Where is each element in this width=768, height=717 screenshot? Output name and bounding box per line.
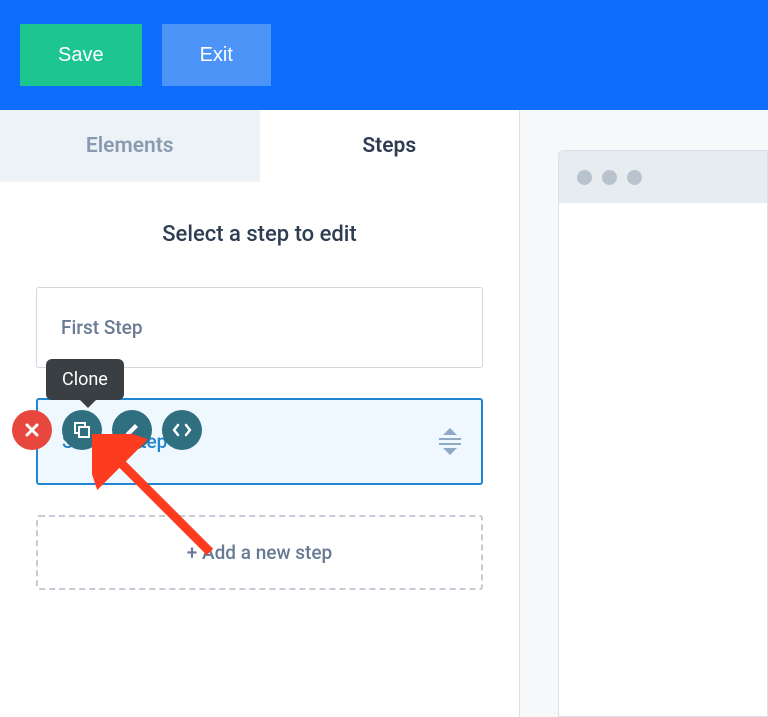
step-action-row bbox=[12, 410, 202, 450]
tab-elements[interactable]: Elements bbox=[0, 110, 260, 182]
drag-handle-icon[interactable] bbox=[439, 428, 461, 455]
window-dot-icon bbox=[577, 170, 592, 185]
save-button[interactable]: Save bbox=[20, 24, 142, 86]
clone-tooltip: Clone bbox=[46, 359, 124, 400]
add-step-button[interactable]: + Add a new step bbox=[36, 515, 483, 590]
edit-step-button[interactable] bbox=[112, 410, 152, 450]
exit-button[interactable]: Exit bbox=[162, 24, 271, 86]
clone-step-button[interactable] bbox=[62, 410, 102, 450]
tabs: Elements Steps bbox=[0, 110, 519, 182]
tab-steps[interactable]: Steps bbox=[260, 110, 520, 182]
clone-icon bbox=[73, 421, 91, 439]
delete-step-button[interactable] bbox=[12, 410, 52, 450]
step-card-first[interactable]: First Step bbox=[36, 287, 483, 368]
browser-chrome bbox=[559, 151, 767, 203]
browser-preview bbox=[558, 150, 768, 717]
close-icon bbox=[24, 422, 40, 438]
window-dot-icon bbox=[627, 170, 642, 185]
window-dot-icon bbox=[602, 170, 617, 185]
pencil-icon bbox=[124, 422, 140, 438]
panel-title: Select a step to edit bbox=[36, 222, 483, 247]
code-step-button[interactable] bbox=[162, 410, 202, 450]
right-panel bbox=[520, 110, 768, 717]
code-icon bbox=[172, 423, 192, 437]
header-bar: Save Exit bbox=[0, 0, 768, 110]
step-label: First Step bbox=[61, 316, 143, 339]
